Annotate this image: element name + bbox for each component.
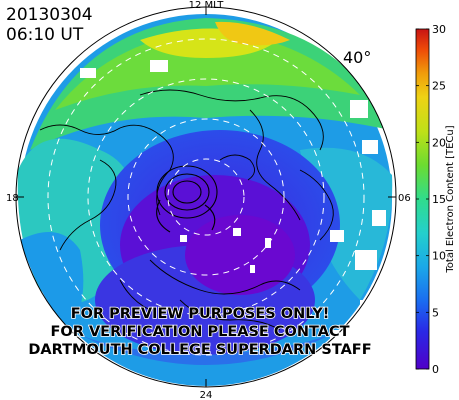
convection-contours [156,165,218,233]
mlt-label-left: 18 [6,193,19,204]
date-label: 20130304 [6,5,93,25]
colorbar-tick-label: 20 [432,136,446,149]
watermark-line-3: DARTMOUTH COLLEGE SUPERDARN STAFF [28,342,371,358]
colorbar-tick-label: 15 [432,193,446,206]
mlt-label-bottom: 24 [200,390,213,400]
mlt-ticks [16,7,396,387]
colorbar-tick-label: 5 [432,306,439,319]
latitude-label: 40° [343,48,371,67]
latitude-grid [47,38,365,356]
watermark-line-1: FOR PREVIEW PURPOSES ONLY! [71,306,330,322]
colorbar: 0 5 10 15 20 25 30 Total Electron Content [TEC… [415,23,456,376]
watermark-line-2: FOR VERIFICATION PLEASE CONTACT [51,324,350,340]
mlt-label-right: 06 [398,193,411,204]
colorbar-title: Total Electron Content [TECu] [445,125,456,273]
coastlines [39,89,334,331]
tec-map [15,6,397,388]
colorbar-tick-label: 30 [432,23,446,36]
colorbar-tick-label: 10 [432,250,446,263]
mlt-label-top: 12 MLT [189,0,225,11]
preview-watermark: FOR PREVIEW PURPOSES ONLY! FOR VERIFICAT… [28,305,373,359]
colorbar-tick-label: 0 [432,363,439,376]
time-label: 06:10 UT [6,25,84,45]
colorbar-ticks: 0 5 10 15 20 25 30 [416,23,446,376]
colorbar-tick-label: 25 [432,80,446,93]
